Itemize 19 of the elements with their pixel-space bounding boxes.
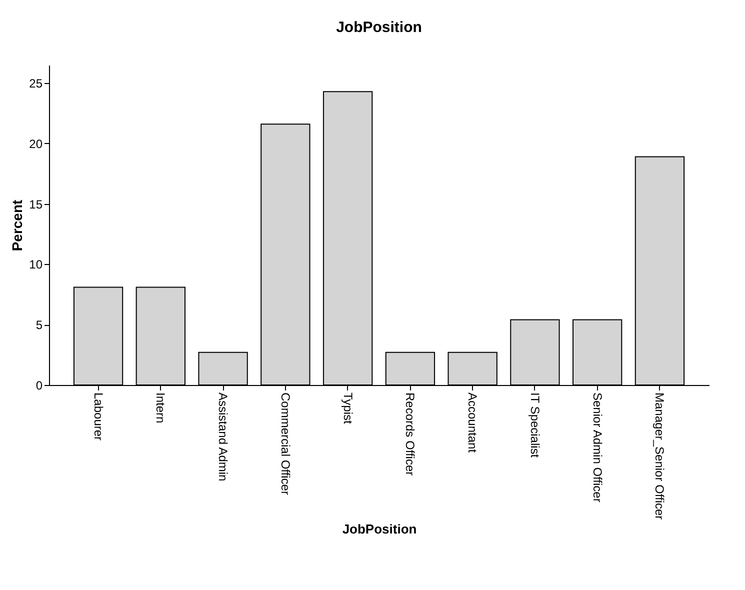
x-tick-label: Accountant [466,392,480,454]
chart-title: JobPosition [336,19,422,36]
x-tick-label: Intern [154,392,168,424]
y-tick-label: 20 [29,136,43,151]
x-tick-label: Senior Admin Officer [590,392,604,502]
x-tick-label: Commercial Officer [278,392,292,495]
y-tick-label: 15 [29,197,43,212]
x-axis-title: JobPosition [342,522,417,537]
y-tick-label: 5 [36,318,43,332]
x-tick-label: Manager_Senior Officer [652,392,667,520]
x-tick-label: Assistand Admin [216,392,230,482]
x-tick-label: Labourer [91,392,106,441]
y-axis-title: Percent [9,199,26,252]
x-tick-label: IT Specialist [528,392,542,458]
x-tick-label: Typist [340,392,355,425]
x-tick-label: Records Officer [403,392,418,476]
y-tick-label: 10 [29,258,43,272]
y-tick-label: 25 [29,76,43,91]
y-tick-label: 0 [36,378,43,392]
